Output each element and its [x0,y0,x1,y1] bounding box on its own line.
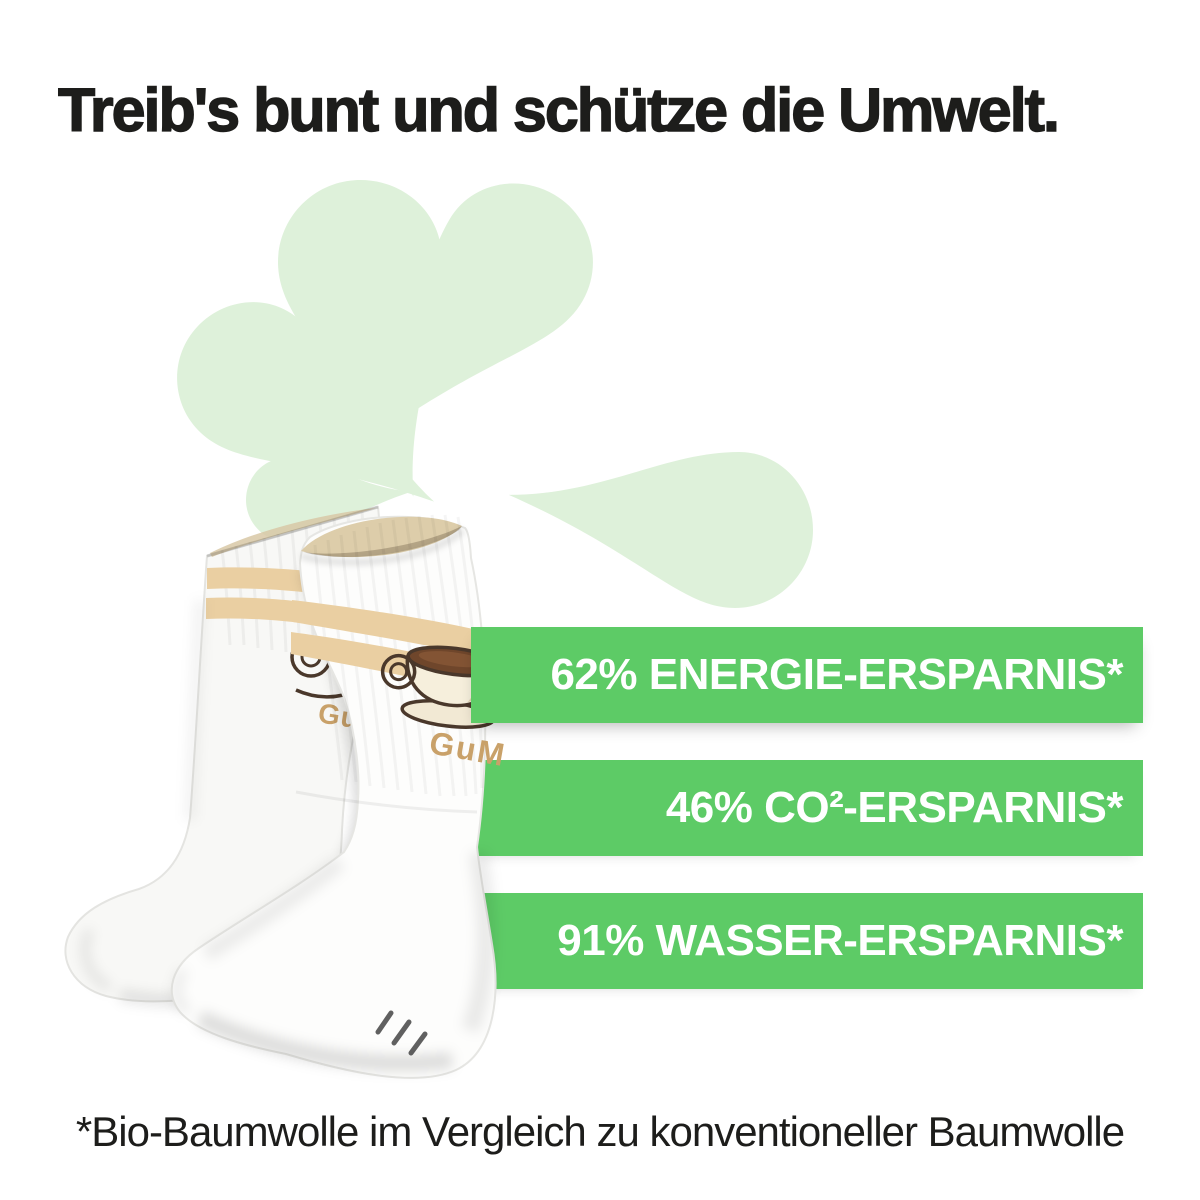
back-cuff-rim-line [206,505,379,558]
front-sock-shading [171,850,495,1072]
banner-wasser-label: 91% WASSER-ERSPARNIS* [557,916,1123,965]
front-ankle-seam [295,790,478,814]
banner-co2: 46% CO²-ERSPARNIS* [471,760,1143,856]
banner-energie: 62% ENERGIE-ERSPARNIS* [471,627,1143,723]
banner-wasser: 91% WASSER-ERSPARNIS* [471,893,1143,989]
headline: Treib's bunt und schütze die Umwelt. [57,76,1060,144]
banner-energie-label: 62% ENERGIE-ERSPARNIS* [550,650,1123,699]
sole-print-marks [375,1010,428,1056]
banner-co2-label: 46% CO²-ERSPARNIS* [665,783,1124,832]
front-cuff-opening [301,516,462,558]
footnote: *Bio-Baumwolle im Vergleich zu konventio… [75,1108,1125,1155]
front-cuff-opening-shadow [303,526,462,558]
front-cuff-rim-shadow [300,527,466,566]
